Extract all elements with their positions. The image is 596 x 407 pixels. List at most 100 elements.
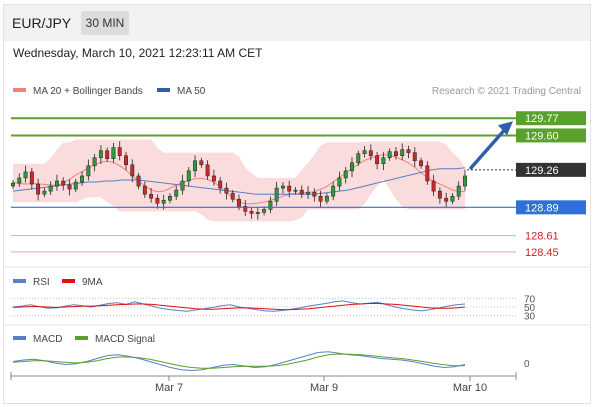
candle-body [406,149,411,153]
candle-body [80,175,85,183]
legend-swatch [75,336,88,340]
legend-label: MA 50 [177,86,206,97]
candle-body [368,150,373,156]
candle-body [299,189,304,195]
candle-body [124,155,128,166]
rsi-tick: 70 [524,294,536,305]
candle-body [331,185,336,197]
candle-body [174,189,179,197]
candle-body [463,175,467,187]
macd-line [12,351,466,372]
candle-body [356,153,361,164]
candle-body [161,199,166,204]
candle-body [230,192,235,200]
timeframe-button[interactable]: 30 MIN [81,11,129,35]
candle-body [86,165,91,177]
target-label: 128.45 [525,247,559,259]
legend-swatch [13,279,26,283]
candle-body [318,195,323,202]
candle-body [180,180,185,191]
candle-body [73,181,78,190]
macd-signal-line [12,353,465,369]
candle-body [412,152,417,161]
candle-body [287,185,292,192]
candle-body [437,190,442,199]
candle-body [218,180,223,189]
price-tag [516,162,586,177]
candle-body [29,171,34,185]
legend-swatch [157,88,170,92]
toolbar: EUR/JPY 30 MIN [4,5,590,41]
timestamp-label: Wednesday, March 10, 2021 12:23:11 AM CE… [13,46,263,60]
x-axis: Mar 7 Mar 9 Mar 10 [10,372,517,394]
support-label: 128.89 [525,202,559,214]
candle-body [11,182,15,187]
price-label: 129.26 [525,165,559,177]
legend-swatch [13,336,26,340]
candle-body [186,170,191,182]
candle-body [337,177,342,187]
price-pane: MA 20 + Bollinger Bands MA 50 Research © 2… [11,86,586,259]
rsi-tick: 30 [524,312,536,323]
candle-body [136,175,141,187]
candle-body [456,185,461,197]
candle-body [42,190,47,195]
rsi-tick: 50 [524,303,536,314]
candle-body [381,157,386,165]
candle-body [130,164,135,177]
resistance-tag [516,128,586,143]
legend-label: MA 20 + Bollinger Bands [33,86,143,97]
candle-body [167,195,172,201]
legend-swatch [13,88,26,92]
macd-tick: 0 [524,359,530,370]
resistance-label: 129.77 [525,113,559,125]
candle-body [268,201,273,210]
candle-body [54,180,59,187]
legend-label: MACD Signal [95,334,155,345]
legend-label: RSI [33,277,50,288]
macd-pane: MACD MACD Signal 0 [3,324,591,372]
candle-body [262,209,267,213]
candle-body [293,189,298,192]
candle-body [111,147,116,159]
candle-body [36,183,41,195]
candle-body [211,175,216,182]
candle-body [98,150,103,158]
candle-body [237,198,241,207]
candle-body [444,197,449,202]
candle-body [249,211,254,214]
candle-body [255,212,260,214]
legend-label: MACD [33,334,62,345]
candle-body [193,160,198,172]
legend-label: 9MA [82,277,103,288]
candle-body [393,151,398,156]
support-tag [516,200,586,215]
candle-body [199,160,204,166]
candle-body [375,155,380,165]
resistance-label: 129.60 [525,130,559,142]
candle-body [425,165,430,182]
candle-body [61,180,66,186]
x-tick-label: Mar 9 [310,382,338,394]
resistance-tag [516,111,586,126]
candle-body [224,187,229,194]
candle-body [350,162,354,172]
candle-body [155,197,160,204]
x-tick-label: Mar 7 [155,382,183,394]
candle-body [117,147,122,156]
candle-body [362,150,367,154]
candle-body [23,171,28,179]
forecast-arrow [469,126,508,170]
x-tick-label: Mar 10 [453,382,487,394]
symbol-label: EUR/JPY [12,15,72,31]
candle-body [450,195,455,202]
candle-body [306,191,311,195]
candle-body [105,150,110,159]
chart-widget: EUR/JPY 30 MIN Wednesday, March 10, 2021… [3,4,591,404]
candle-body [274,187,279,202]
credit-label: Research © 2021 Trading Central [432,86,581,97]
candle-body [431,180,436,192]
candle-body [67,184,72,190]
